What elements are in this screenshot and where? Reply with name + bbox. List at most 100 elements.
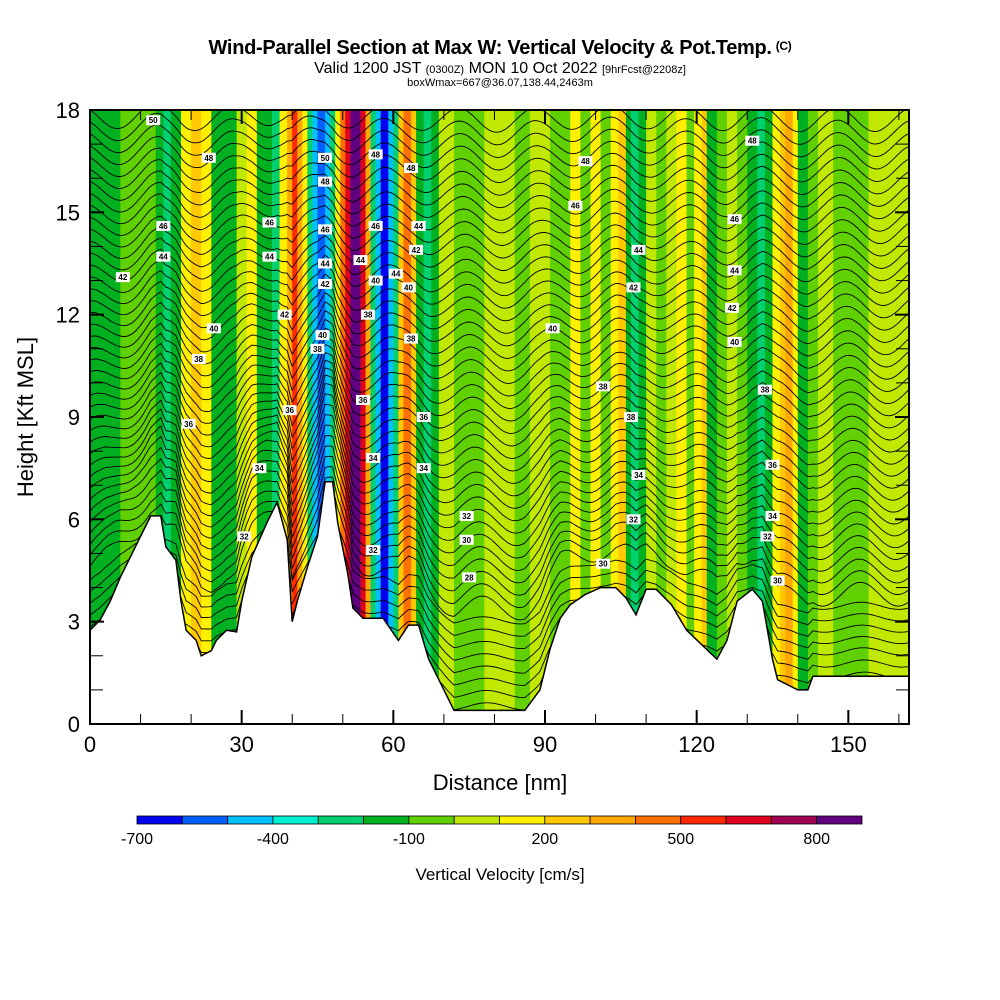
velocity-band [340,110,346,724]
contour-label: 36 [765,459,780,470]
contour-label-text: 40 [404,283,413,292]
contour-label: 28 [462,572,477,583]
colorbar: -700 -400 -100 200 500 800 [121,815,863,848]
forecast-info: [9hrFcst@2208z] [601,64,686,76]
contour-label-text: 48 [204,154,213,163]
contour-label-text: 40 [548,324,557,333]
theta-contour-line [90,292,909,359]
velocity-band [403,110,412,724]
velocity-band [792,110,799,724]
contour-label: 42 [626,282,641,293]
terrain [90,481,909,724]
velocity-band [780,110,786,724]
x-tick-label: 0 [84,732,96,757]
contour-label-bg [404,333,419,344]
contour-label-bg [631,244,646,255]
contour-label-text: 46 [371,222,380,231]
x-tick-label: 150 [830,732,867,757]
contour-label: 48 [368,149,383,160]
terrain-profile [90,481,909,724]
theta-contour-line [90,318,909,397]
contour-label: 50 [146,115,161,126]
contour-label-bg [409,244,424,255]
contour-label-text: 38 [626,413,635,422]
contour-label-bg [318,176,333,187]
contour-label-bg [626,514,641,525]
contour-label-text: 40 [318,331,327,340]
velocity-band [727,110,738,724]
x-tick-label: 120 [678,732,715,757]
theta-contour-line [90,235,909,284]
contour-label-text: 36 [285,406,294,415]
contour-label-bg [459,534,474,545]
colorbar-bin [589,815,636,825]
contour-label: 38 [310,343,325,354]
velocity-band [236,110,248,724]
contour-label-bg [727,265,742,276]
valid-date: MON 10 Oct 2022 [468,60,598,77]
colorbar-bin [499,815,546,825]
contour-label: 38 [191,354,206,365]
contour-label-bg [626,282,641,293]
x-tick-label: 60 [381,732,405,757]
velocity-band [335,110,341,724]
contour-label-bg [318,278,333,289]
contour-label-bg [201,152,216,163]
contour-label-text: 44 [730,266,739,275]
velocity-band [716,110,728,724]
contour-label-text: 36 [419,413,428,422]
contour-label: 32 [459,510,474,521]
velocity-band [345,110,351,724]
colorbar-bin [725,815,772,825]
colorbar-bin [544,815,591,825]
contour-label-bg [262,251,277,262]
contour-label: 34 [252,463,267,474]
velocity-band [191,110,202,724]
contour-label-bg [416,412,431,422]
contour-label: 34 [631,469,646,480]
colorbar-bin [227,815,274,825]
contour-label: 44 [388,268,403,279]
contour-label-text: 34 [634,471,643,480]
contour-label: 34 [416,463,431,474]
velocity-band [686,110,695,724]
colorbar-bin [181,815,229,825]
colorbar-tick-label: 500 [667,831,694,848]
contour-label: 46 [368,220,383,231]
velocity-band [833,110,870,724]
contour-label: 40 [206,323,221,334]
theta-contour-line [90,225,909,271]
contour-label: 32 [366,545,381,556]
contour-label-bg [237,531,252,542]
contour-label: 44 [353,255,368,265]
velocity-band [638,110,647,724]
contour-label-bg [770,575,785,586]
contour-label-text: 46 [159,222,168,231]
contour-label-text: 36 [768,461,777,470]
contour-label-text: 30 [599,560,608,569]
chart-subtitle: Valid 1200 JST (0300Z) MON 10 Oct 2022 [… [0,60,1000,78]
colorbar-tick-label: 800 [803,831,830,848]
velocity-band [302,110,308,724]
colorbar-bin [816,815,863,825]
velocity-band [550,110,571,724]
contour-label-bg [631,469,646,480]
velocity-band [246,110,258,724]
contour-label: 46 [727,214,742,225]
theta-contour-line [90,617,909,674]
theta-contour-line [90,335,909,422]
contour-label-text: 38 [407,335,416,344]
theta-contour-line [90,374,909,484]
colorbar-bin [453,815,500,825]
velocity-band [610,110,619,724]
colorbar-tick-label: -700 [121,831,153,848]
contour-label-text: 44 [414,222,423,231]
chart-title: Wind-Parallel Section at Max W: Vertical… [0,37,1000,60]
contour-label-bg [725,302,740,313]
contour-label: 46 [262,217,277,228]
contour-label-text: 38 [364,311,373,320]
contour-label: 46 [568,200,583,211]
contour-label-bg [727,214,742,225]
contour-label: 44 [262,251,277,262]
